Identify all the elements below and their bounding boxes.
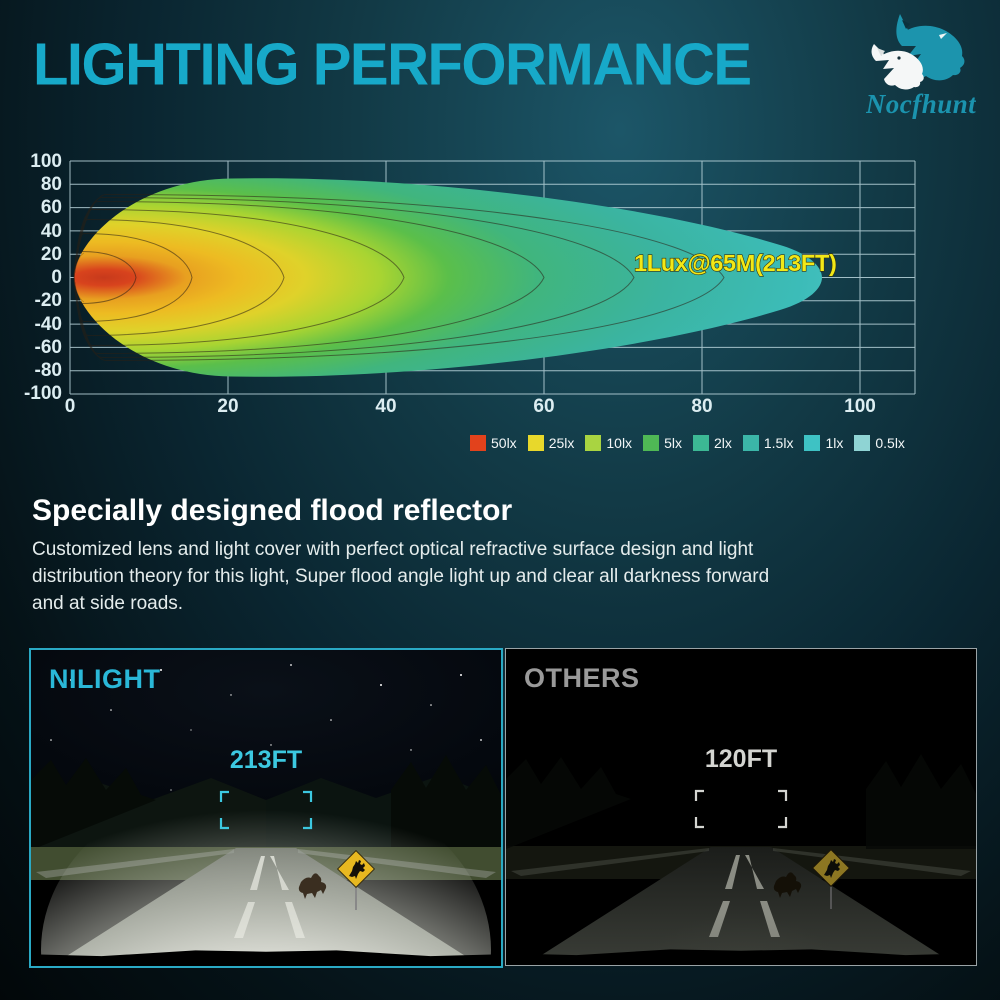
svg-text:-80: -80 [35,360,62,381]
svg-text:0: 0 [51,267,62,288]
svg-text:Nocfhunt: Nocfhunt [866,89,976,119]
svg-text:213FT: 213FT [230,746,302,774]
svg-text:60: 60 [533,396,554,417]
svg-text:40: 40 [375,396,396,417]
svg-text:80: 80 [691,396,712,417]
svg-text:20: 20 [41,244,62,265]
svg-text:1Lux@65M(213FT): 1Lux@65M(213FT) [634,250,837,276]
svg-text:120FT: 120FT [705,745,777,773]
svg-text:100: 100 [844,396,876,417]
svg-text:-60: -60 [35,337,62,358]
svg-text:-40: -40 [35,314,62,335]
svg-text:-20: -20 [35,290,62,311]
svg-text:80: 80 [41,174,62,195]
svg-text:40: 40 [41,221,62,242]
svg-text:-100: -100 [24,383,62,404]
svg-text:20: 20 [217,396,238,417]
svg-text:100: 100 [30,151,62,172]
svg-text:60: 60 [41,197,62,218]
svg-text:0: 0 [65,396,76,417]
